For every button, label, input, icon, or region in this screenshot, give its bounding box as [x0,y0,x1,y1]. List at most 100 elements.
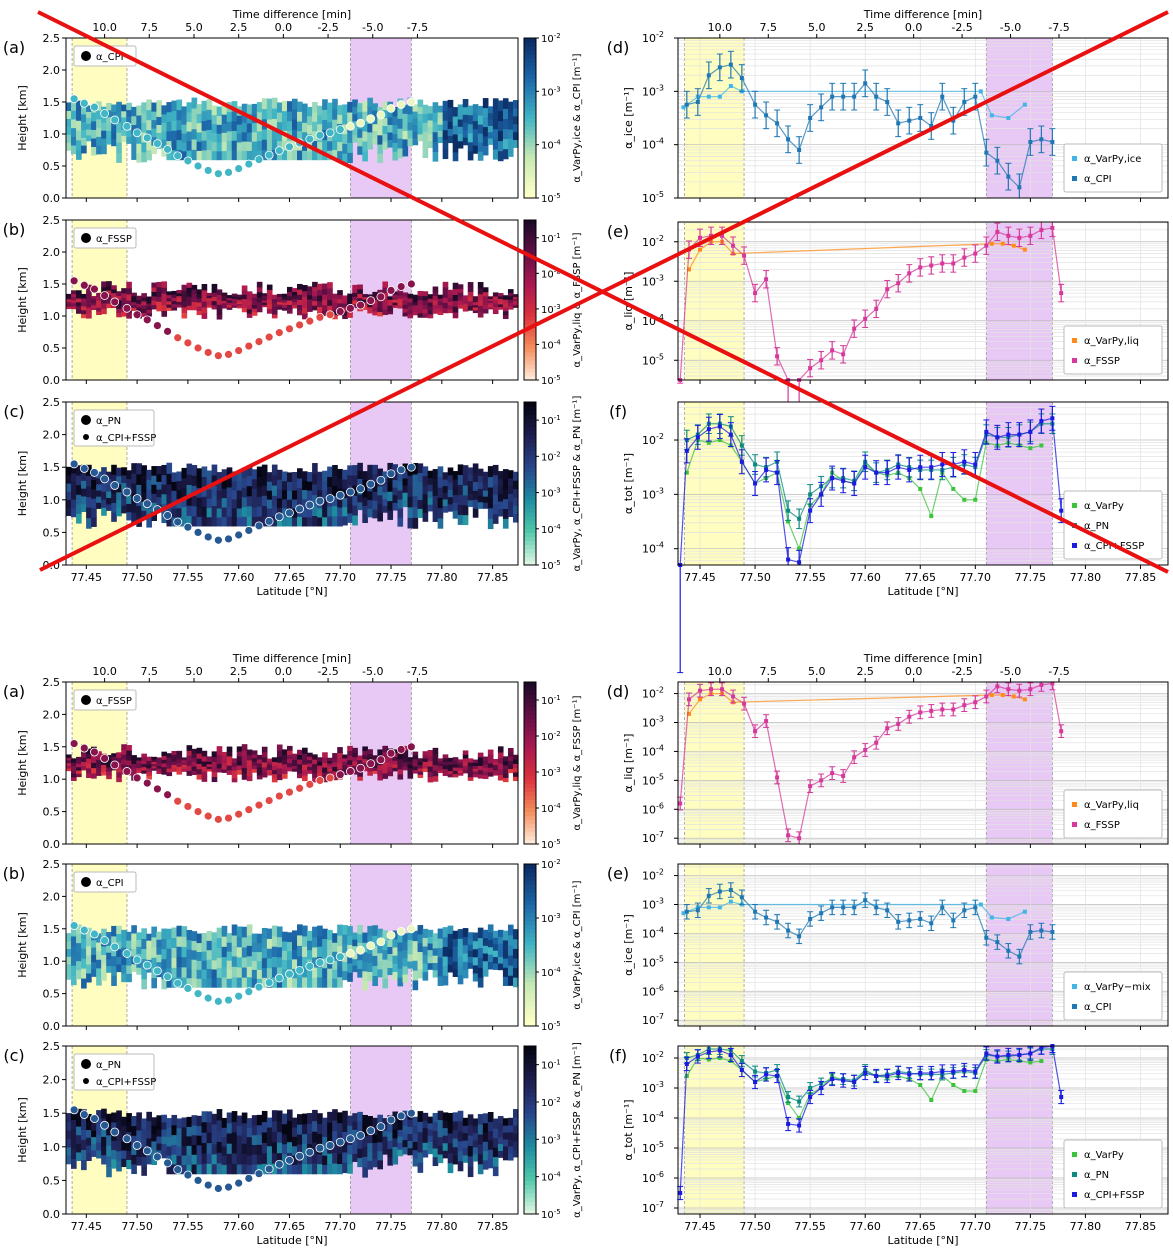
data-point-varpy_liq [1011,694,1016,699]
heatmap-cell [317,471,323,482]
heatmap-cell [507,119,514,130]
colorbar-cell [524,1054,536,1060]
heatmap-cell [161,759,168,764]
heatmap-cell [392,1155,399,1165]
heatmap-cell [332,761,338,767]
heatmap-cell [342,943,348,953]
heatmap-cell [246,749,253,756]
heatmap-cell [181,141,188,152]
heatmap-cell [482,496,489,503]
heatmap-cell [76,494,82,505]
heatmap-cell [512,754,519,760]
heatmap-cell [362,1166,368,1178]
data-point-varpy [1028,446,1033,451]
heatmap-cell [251,1124,258,1136]
heatmap-cell [146,940,152,948]
heatmap-cell [156,281,163,288]
heatmap-cell [171,757,178,762]
heatmap-cell [472,301,479,305]
flight-point [153,321,162,331]
heatmap-cell [196,969,203,979]
heatmap-cell [96,976,102,986]
heatmap-cell [497,1129,504,1138]
heatmap-cell [422,1120,429,1129]
heatmap-cell [442,292,449,298]
heatmap-cell [507,1152,514,1161]
colorbar-tick-label: 10-1 [541,414,561,427]
heatmap-cell [467,762,474,767]
heatmap-cell [176,301,183,305]
x-tick-label: 77.55 [172,1220,204,1233]
x-axis-label: Latitude [°N] [256,585,327,598]
heatmap-cell [86,306,92,314]
heatmap-cell [286,959,293,970]
heatmap-cell [402,973,409,983]
heatmap-cell [131,512,137,523]
heatmap-cell [472,972,479,982]
heatmap-cell [452,311,459,319]
heatmap-cell [226,969,233,979]
heatmap-cell [442,1150,449,1159]
heatmap-cell [437,304,444,309]
top-tick-label: 7.5 [760,21,778,34]
heatmap-cell [226,295,233,299]
heatmap-cell [312,946,318,958]
heatmap-cell [121,754,127,760]
heatmap-cell [317,150,323,161]
heatmap-cell [166,300,173,305]
heatmap-cell [437,928,444,939]
heatmap-cell [392,464,399,473]
heatmap-cell [151,102,157,112]
flight-point [132,1141,142,1150]
heatmap-cell [111,975,117,986]
x-tick-label: 77.45 [684,571,716,584]
heatmap-cell [256,496,263,507]
heatmap-cell [286,762,293,768]
heatmap-cell [507,752,514,757]
line-panel-f: 10-410-310-2α_tot [m⁻¹](f)α_VarPyα_PNα_C… [609,401,1169,674]
heatmap-cell [186,755,193,761]
heatmap-cell [307,472,313,482]
heatmap-cell [437,1136,444,1146]
heatmap-cell [216,977,223,988]
heatmap-cell [482,483,489,491]
heatmap-cell [417,942,424,953]
heatmap-cell [246,945,253,957]
heatmap-cell [307,977,313,988]
heatmap-cell [271,149,278,161]
data-point-varpy_liq [1011,243,1016,248]
y-tick-label: 0.5 [43,806,61,819]
y-tick-label: 10-2 [642,432,664,447]
heatmap-cell [86,464,92,476]
heatmap-cell [166,303,173,308]
heatmap-cell [457,1120,464,1132]
heatmap-cell [447,770,454,775]
y-axis-label: α_ice [m⁻¹] [622,87,635,149]
heatmap-cell [482,763,489,769]
heatmap-cell [191,301,198,307]
heatmap-cell [507,965,514,976]
heatmap-cell [221,762,228,767]
heatmap-cell [487,476,494,488]
heatmap-cell [367,953,373,963]
heatmap-cell [452,124,459,135]
heatmap-cell [337,298,343,304]
heatmap-cell [382,772,389,779]
heatmap-cell [507,1131,514,1140]
heatmap-cell [271,1110,278,1122]
heatmap-cell [176,289,183,294]
heatmap-cell [497,1122,504,1131]
data-point-cpi_fssp [874,470,879,475]
heatmap-cell [96,489,102,497]
heatmap-cell [141,1118,147,1129]
colorbar-cell [524,904,536,910]
heatmap-cell [196,113,203,124]
heatmap-cell [151,926,157,938]
heatmap-cell [186,121,193,132]
colorbar-cell [524,799,536,804]
heatmap-cell [271,976,278,988]
heatmap-cell [472,1153,479,1162]
heatmap-cell [362,1135,368,1147]
legend-entry: α_CPI [96,878,124,889]
heatmap-cell [372,137,378,145]
